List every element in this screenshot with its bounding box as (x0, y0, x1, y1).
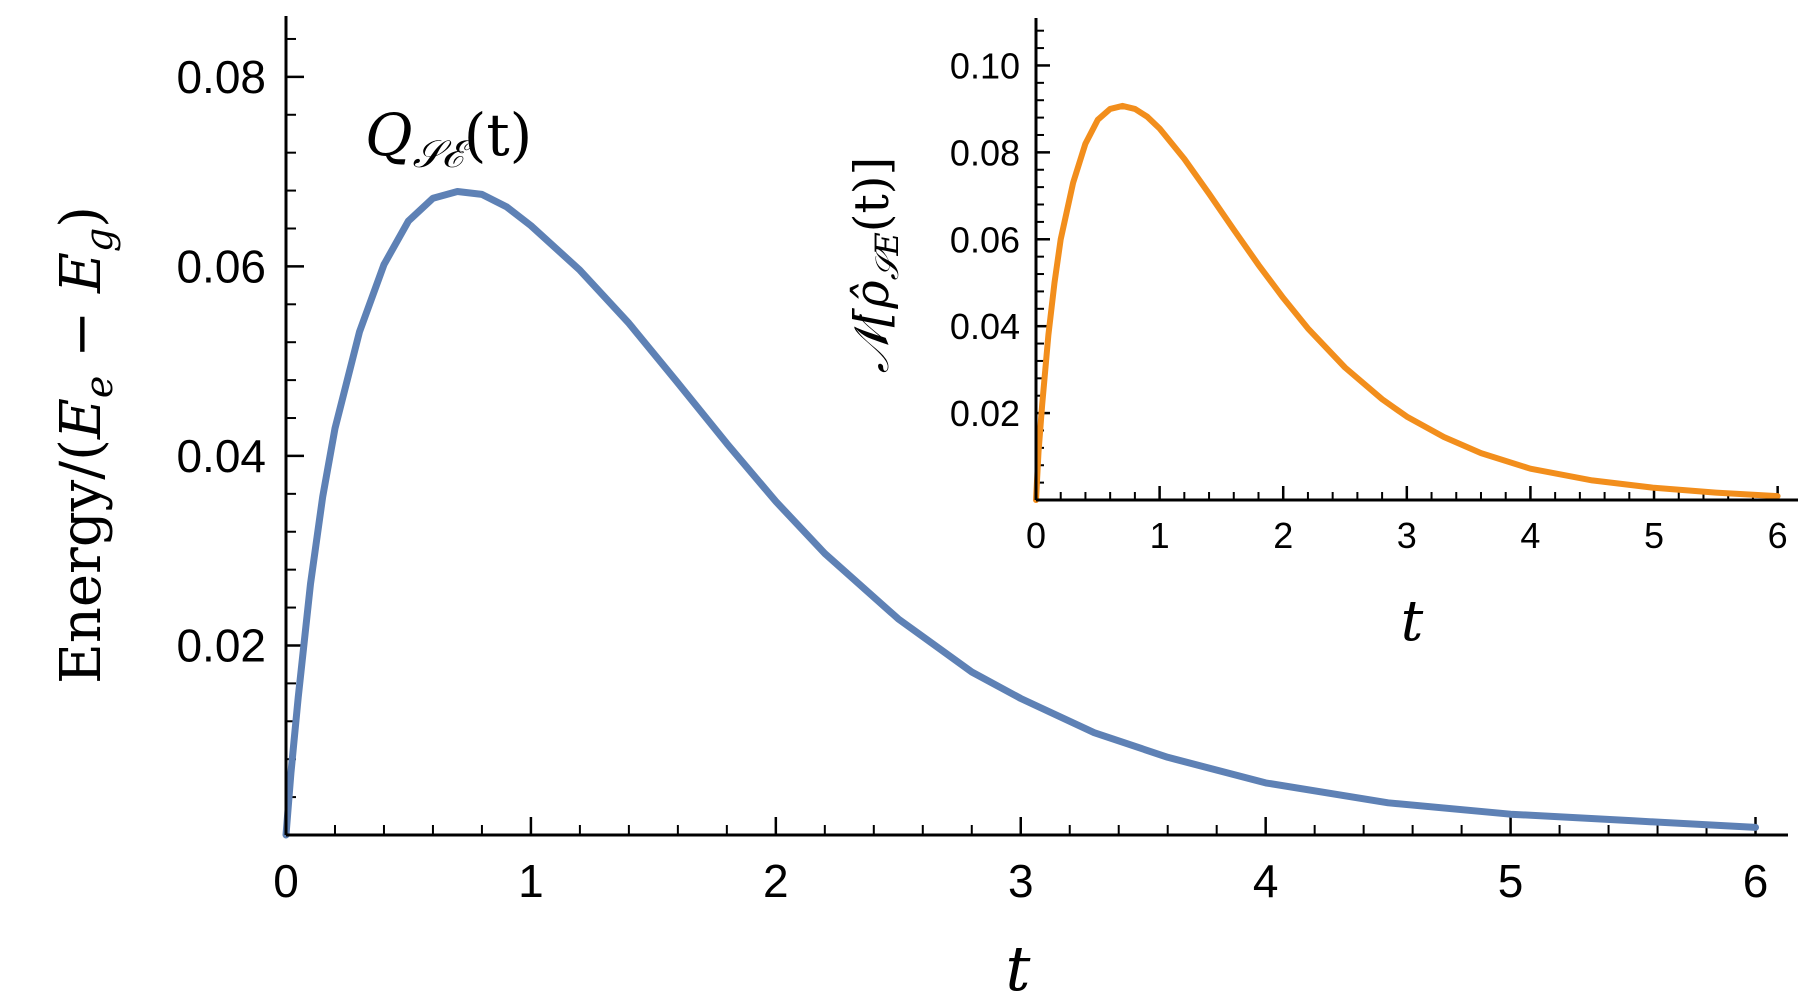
x-tick-label: 4 (1253, 855, 1279, 907)
y-tick-label: 0.08 (176, 51, 266, 103)
x-tick-label: 6 (1768, 515, 1788, 556)
x-tick-label: 5 (1644, 515, 1664, 556)
y-tick-label: 0.08 (950, 132, 1020, 173)
x-tick-label: 2 (1273, 515, 1293, 556)
main-series-line (282, 188, 1759, 839)
inset-y-axis-label: 𝒩[ρ̂𝒮E(t)] (844, 157, 906, 374)
x-tick-label: 3 (1397, 515, 1417, 556)
inset-series-line (1033, 102, 1781, 503)
inset-x-tick-labels: 0 1 2 3 4 5 6 (1026, 515, 1788, 556)
y-tick-label: 0.02 (950, 393, 1020, 434)
inset-chart: 0 1 2 3 4 5 6 0.02 0.04 0.06 0.08 0.10 t 𝒩[ρ̂𝒮E(t)… (844, 18, 1798, 654)
y-tick-label: 0.10 (950, 45, 1020, 86)
x-tick-label: 0 (273, 855, 299, 907)
main-y-axis-label: Energy/(Ee − Eg) (49, 206, 121, 684)
y-tick-label: 0.06 (950, 219, 1020, 260)
x-tick-label: 4 (1520, 515, 1540, 556)
main-curve-annotation: Q𝒮ℰ(t) (365, 101, 532, 176)
x-tick-label: 1 (1150, 515, 1170, 556)
main-chart: 0 1 2 3 4 5 6 0.02 0.04 0.06 0.08 t Energy/(Ee − … (49, 16, 1788, 1002)
x-tick-label: 0 (1026, 515, 1046, 556)
main-x-axis-label: t (1006, 932, 1031, 1002)
y-tick-label: 0.04 (950, 306, 1020, 347)
x-tick-label: 5 (1498, 855, 1524, 907)
inset-x-axis-label: t (1401, 589, 1424, 654)
y-tick-label: 0.06 (176, 240, 266, 292)
x-tick-label: 2 (763, 855, 789, 907)
x-tick-label: 1 (518, 855, 544, 907)
main-x-tick-labels: 0 1 2 3 4 5 6 (273, 855, 1768, 907)
inset-axis-ticks (1034, 29, 1779, 502)
main-y-tick-labels: 0.02 0.04 0.06 0.08 (176, 51, 266, 672)
y-tick-label: 0.04 (176, 430, 266, 482)
inset-y-tick-labels: 0.02 0.04 0.06 0.08 0.10 (950, 45, 1020, 434)
y-tick-label: 0.02 (176, 619, 266, 671)
x-tick-label: 6 (1743, 855, 1769, 907)
x-tick-label: 3 (1008, 855, 1034, 907)
